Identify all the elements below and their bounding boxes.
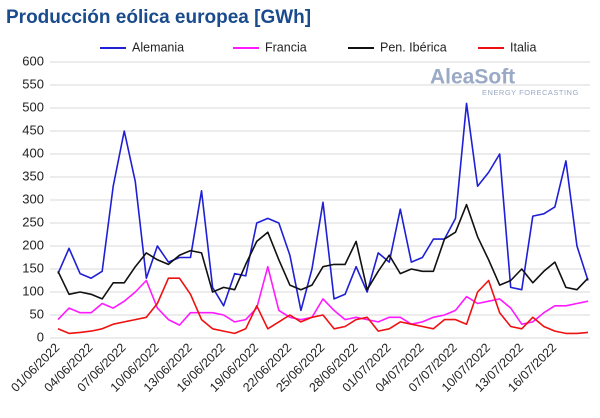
y-tick-label: 0 [37, 329, 44, 344]
legend-label: Italia [510, 40, 536, 54]
series-line [57, 102, 589, 312]
y-tick-label: 250 [22, 214, 44, 229]
y-tick-label: 50 [30, 306, 44, 321]
legend-label: Francia [265, 40, 307, 54]
y-tick-label: 100 [22, 283, 44, 298]
y-tick-label: 350 [22, 168, 44, 183]
series-line [57, 277, 589, 335]
y-tick-label: 400 [22, 145, 44, 160]
y-tick-label: 500 [22, 99, 44, 114]
y-tick-label: 150 [22, 260, 44, 275]
y-tick-label: 600 [22, 53, 44, 68]
series-line [57, 203, 589, 300]
y-tick-label: 300 [22, 191, 44, 206]
y-tick-label: 550 [22, 76, 44, 91]
legend-label: Pen. Ibérica [380, 40, 447, 54]
y-tick-label: 450 [22, 122, 44, 137]
chart-title: Producción eólica europea [GWh] [6, 7, 311, 28]
logo-tagline: ENERGY FORECASTING [482, 88, 579, 97]
legend-label: Alemania [132, 40, 184, 54]
y-tick-label: 200 [22, 237, 44, 252]
logo-name: AleaSoft [430, 66, 515, 89]
series-line [57, 265, 589, 326]
